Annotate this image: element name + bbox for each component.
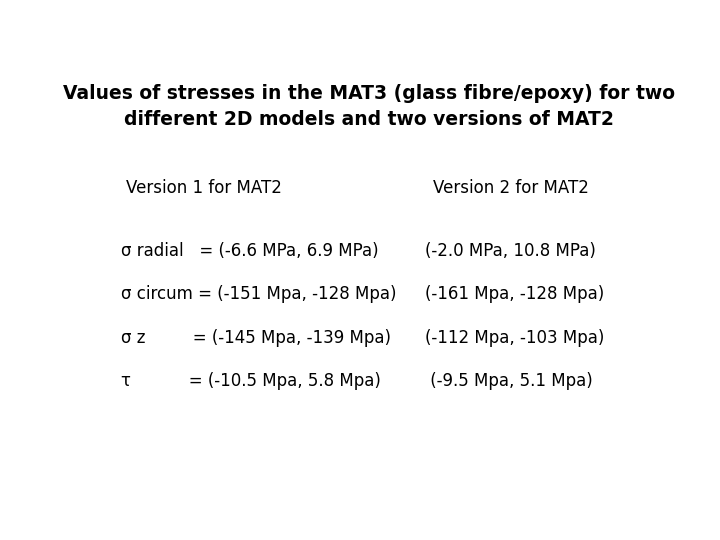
Text: σ z         = (-145 Mpa, -139 Mpa): σ z = (-145 Mpa, -139 Mpa): [121, 329, 391, 347]
Text: σ circum = (-151 Mpa, -128 Mpa): σ circum = (-151 Mpa, -128 Mpa): [121, 285, 396, 303]
Text: τ           = (-10.5 Mpa, 5.8 Mpa): τ = (-10.5 Mpa, 5.8 Mpa): [121, 373, 381, 390]
Text: Version 2 for MAT2: Version 2 for MAT2: [433, 179, 589, 197]
Text: (-112 Mpa, -103 Mpa): (-112 Mpa, -103 Mpa): [425, 329, 604, 347]
Text: σ radial   = (-6.6 MPa, 6.9 MPa): σ radial = (-6.6 MPa, 6.9 MPa): [121, 241, 378, 260]
Text: Values of stresses in the MAT3 (glass fibre/epoxy) for two
different 2D models a: Values of stresses in the MAT3 (glass fi…: [63, 84, 675, 129]
Text: (-161 Mpa, -128 Mpa): (-161 Mpa, -128 Mpa): [425, 285, 604, 303]
Text: (-2.0 MPa, 10.8 MPa): (-2.0 MPa, 10.8 MPa): [425, 241, 595, 260]
Text: Version 1 for MAT2: Version 1 for MAT2: [126, 179, 282, 197]
Text: (-9.5 Mpa, 5.1 Mpa): (-9.5 Mpa, 5.1 Mpa): [425, 373, 593, 390]
